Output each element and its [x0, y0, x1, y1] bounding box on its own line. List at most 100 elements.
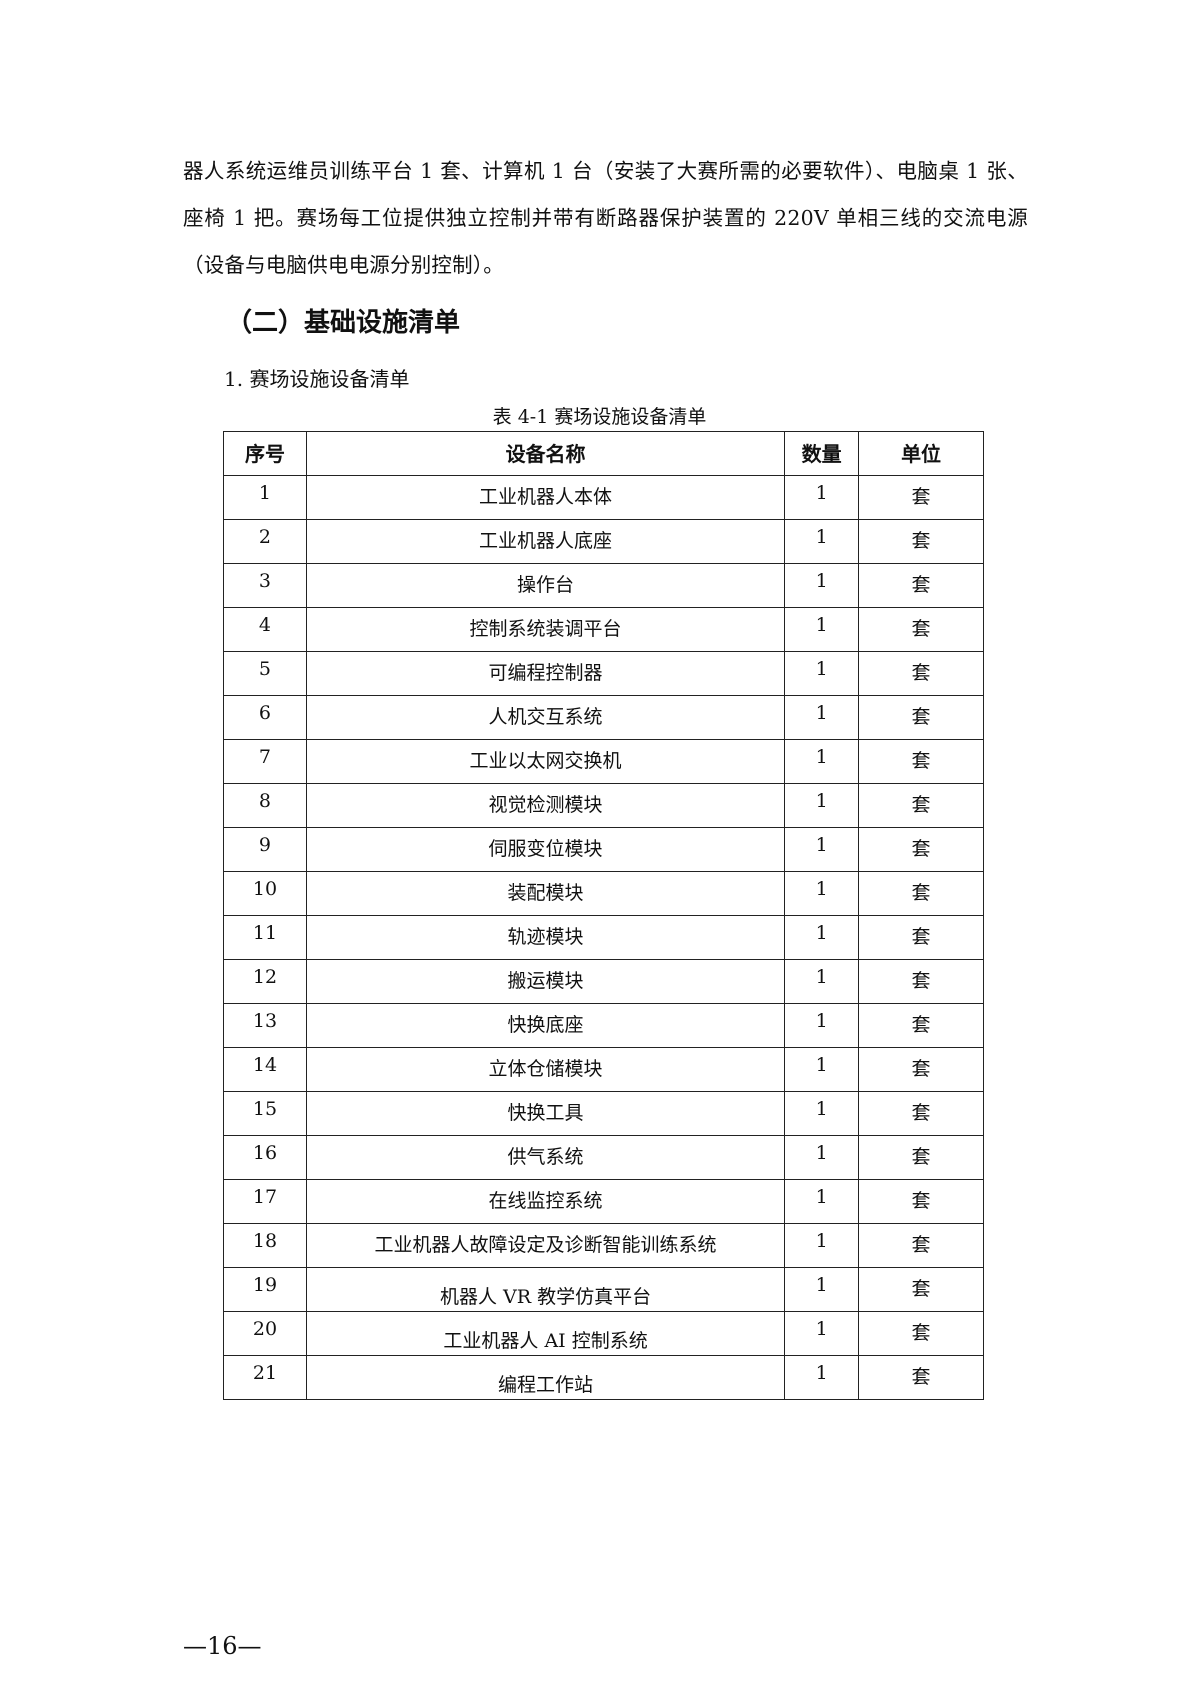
cell-index: 7: [223, 739, 307, 784]
cell-unit: 套: [858, 783, 984, 828]
cell-name: 工业机器人本体: [305, 475, 786, 520]
cell-name: 在线监控系统: [305, 1179, 786, 1224]
cell-unit: 套: [858, 563, 984, 608]
table-row: 13 快换底座 1 套: [223, 1003, 984, 1048]
cell-name: 搬运模块: [305, 959, 786, 1004]
cell-index: 16: [223, 1135, 307, 1180]
table-row: 9 伺服变位模块 1 套: [223, 827, 984, 872]
table-row: 19 机器人 VR 教学仿真平台 1 套: [223, 1267, 984, 1312]
cell-index: 2: [223, 519, 307, 564]
cell-unit: 套: [858, 1047, 984, 1092]
cell-quantity: 1: [784, 915, 860, 960]
cell-quantity: 1: [784, 695, 860, 740]
cell-quantity: 1: [784, 871, 860, 916]
cell-index: 13: [223, 1003, 307, 1048]
cell-index: 12: [223, 959, 307, 1004]
cell-index: 1: [223, 475, 307, 520]
cell-quantity: 1: [784, 1355, 860, 1400]
cell-quantity: 1: [784, 1047, 860, 1092]
cell-quantity: 1: [784, 1135, 860, 1180]
cell-name: 控制系统装调平台: [305, 607, 786, 652]
cell-index: 5: [223, 651, 307, 696]
cell-quantity: 1: [784, 563, 860, 608]
cell-name: 供气系统: [305, 1135, 786, 1180]
cell-unit: 套: [858, 959, 984, 1004]
cell-unit: 套: [858, 1135, 984, 1180]
cell-unit: 套: [858, 827, 984, 872]
page-number: —16—: [183, 1632, 262, 1660]
cell-index: 17: [223, 1179, 307, 1224]
table-row: 18 工业机器人故障设定及诊断智能训练系统 1 套: [223, 1223, 984, 1268]
table-header-row: 序号 设备名称 数量 单位: [223, 431, 984, 476]
table-row: 1 工业机器人本体 1 套: [223, 475, 984, 520]
cell-name: 轨迹模块: [305, 915, 786, 960]
cell-unit: 套: [858, 915, 984, 960]
table-row: 6 人机交互系统 1 套: [223, 695, 984, 740]
cell-quantity: 1: [784, 519, 860, 564]
cell-unit: 套: [858, 1267, 984, 1312]
cell-name: 视觉检测模块: [305, 783, 786, 828]
cell-name: 编程工作站: [305, 1355, 786, 1400]
section-heading: （二）基础设施清单: [226, 308, 461, 338]
table-row: 12 搬运模块 1 套: [223, 959, 984, 1004]
table-row: 11 轨迹模块 1 套: [223, 915, 984, 960]
table-row: 2 工业机器人底座 1 套: [223, 519, 984, 564]
cell-name: 工业机器人底座: [305, 519, 786, 564]
cell-index: 6: [223, 695, 307, 740]
cell-unit: 套: [858, 475, 984, 520]
cell-name: 伺服变位模块: [305, 827, 786, 872]
cell-unit: 套: [858, 871, 984, 916]
cell-quantity: 1: [784, 1267, 860, 1312]
cell-name: 快换工具: [305, 1091, 786, 1136]
cell-name: 工业机器人 AI 控制系统: [305, 1311, 786, 1356]
cell-index: 18: [223, 1223, 307, 1268]
cell-quantity: 1: [784, 959, 860, 1004]
cell-name: 操作台: [305, 563, 786, 608]
table-row: 8 视觉检测模块 1 套: [223, 783, 984, 828]
cell-quantity: 1: [784, 1179, 860, 1224]
cell-name: 工业机器人故障设定及诊断智能训练系统: [305, 1223, 786, 1268]
table-row: 4 控制系统装调平台 1 套: [223, 607, 984, 652]
cell-index: 8: [223, 783, 307, 828]
cell-name: 装配模块: [305, 871, 786, 916]
cell-index: 10: [223, 871, 307, 916]
cell-unit: 套: [858, 1223, 984, 1268]
table-row: 14 立体仓储模块 1 套: [223, 1047, 984, 1092]
table-row: 3 操作台 1 套: [223, 563, 984, 608]
table-row: 5 可编程控制器 1 套: [223, 651, 984, 696]
header-name: 设备名称: [305, 431, 786, 476]
cell-index: 21: [223, 1355, 307, 1400]
cell-unit: 套: [858, 1179, 984, 1224]
table-row: 10 装配模块 1 套: [223, 871, 984, 916]
table-row: 15 快换工具 1 套: [223, 1091, 984, 1136]
cell-name: 工业以太网交换机: [305, 739, 786, 784]
table-row: 17 在线监控系统 1 套: [223, 1179, 984, 1224]
equipment-table: 序号 设备名称 数量 单位 1 工业机器人本体 1 套 2 工业机器人底座 1 套 3 操作台 1 套…: [223, 431, 984, 1400]
cell-name: 快换底座: [305, 1003, 786, 1048]
cell-quantity: 1: [784, 739, 860, 784]
cell-quantity: 1: [784, 651, 860, 696]
cell-name: 立体仓储模块: [305, 1047, 786, 1092]
cell-index: 20: [223, 1311, 307, 1356]
table-row: 20 工业机器人 AI 控制系统 1 套: [223, 1311, 984, 1356]
body-paragraph: 器人系统运维员训练平台 1 套、计算机 1 台（安装了大赛所需的必要软件）、电脑…: [183, 159, 1028, 277]
cell-quantity: 1: [784, 1003, 860, 1048]
cell-unit: 套: [858, 651, 984, 696]
cell-unit: 套: [858, 1003, 984, 1048]
cell-unit: 套: [858, 607, 984, 652]
cell-quantity: 1: [784, 1091, 860, 1136]
header-index: 序号: [223, 431, 307, 476]
table-row: 16 供气系统 1 套: [223, 1135, 984, 1180]
cell-quantity: 1: [784, 475, 860, 520]
table-row: 21 编程工作站 1 套: [223, 1355, 984, 1400]
cell-quantity: 1: [784, 607, 860, 652]
cell-name: 人机交互系统: [305, 695, 786, 740]
cell-index: 19: [223, 1267, 307, 1312]
cell-unit: 套: [858, 1355, 984, 1400]
cell-quantity: 1: [784, 827, 860, 872]
cell-quantity: 1: [784, 1311, 860, 1356]
table-row: 7 工业以太网交换机 1 套: [223, 739, 984, 784]
cell-name: 机器人 VR 教学仿真平台: [305, 1267, 786, 1312]
cell-name: 可编程控制器: [305, 651, 786, 696]
header-quantity: 数量: [784, 431, 860, 476]
